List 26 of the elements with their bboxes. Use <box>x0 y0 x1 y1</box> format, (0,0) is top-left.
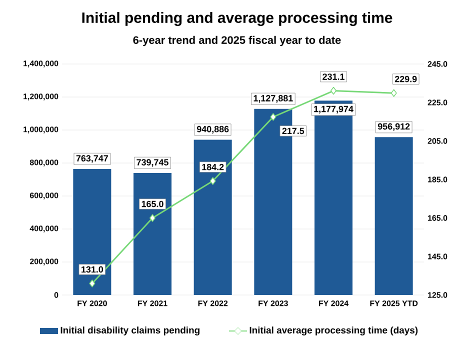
bar <box>134 172 172 295</box>
data-label: 1,127,881 <box>254 95 293 103</box>
data-label: 217.5 <box>282 128 304 134</box>
data-label: 131.0 <box>82 266 104 273</box>
data-label: 739,745 <box>136 159 168 167</box>
bar <box>73 168 112 295</box>
point <box>210 177 216 185</box>
bar <box>194 140 232 295</box>
point <box>390 89 397 97</box>
point <box>330 86 337 95</box>
chart-subtitle: 6-year trend and 2025 fiscal year to date <box>133 36 341 46</box>
legend-label: Initial disability claims pending <box>60 326 200 336</box>
point <box>149 214 156 222</box>
data-label: 763,747 <box>76 155 108 163</box>
data-label: 940,886 <box>196 126 229 134</box>
legend-label: Initial average processing time (days) <box>250 326 418 336</box>
chart-title: Initial pending and average processing time <box>82 12 392 26</box>
data-label: 184.2 <box>202 164 224 170</box>
point <box>270 113 276 121</box>
data-label: 229.9 <box>394 76 417 82</box>
bar <box>374 137 413 295</box>
data-label: 231.1 <box>322 74 344 80</box>
data-label: 165.0 <box>142 200 164 208</box>
data-label: 956,912 <box>378 123 410 131</box>
data-label: 1,177,974 <box>314 106 354 114</box>
point <box>89 280 96 288</box>
